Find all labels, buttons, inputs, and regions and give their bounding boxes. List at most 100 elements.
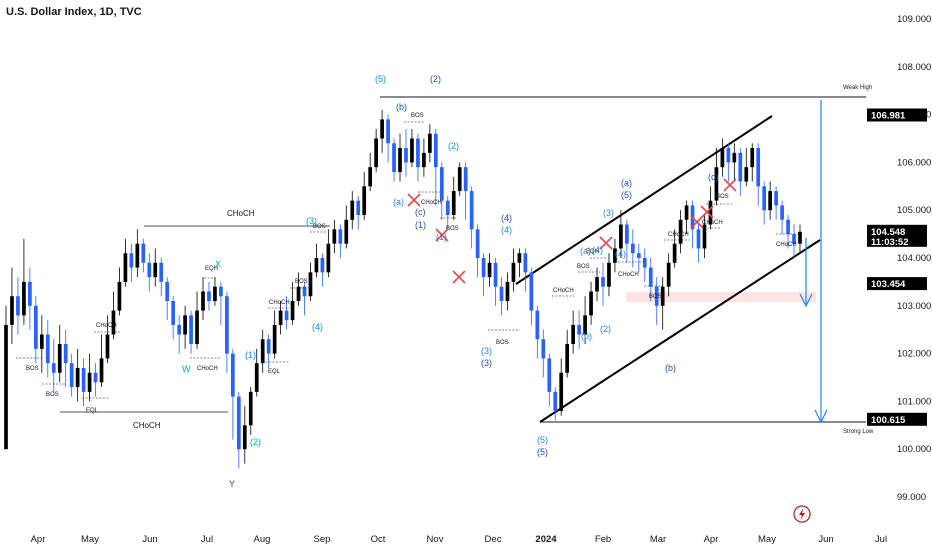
candle-body <box>774 191 778 206</box>
bos-label-7: BOS <box>496 340 509 346</box>
candle-body <box>135 243 140 268</box>
time-tick-label: Mar <box>650 534 666 545</box>
candle-body <box>750 148 755 168</box>
candle-body <box>475 229 480 258</box>
alert-icon[interactable] <box>793 505 811 523</box>
wave-5-top: (5) <box>375 74 386 84</box>
candle-body <box>386 119 390 144</box>
eql-label-2: EQL <box>268 369 281 375</box>
candle-body <box>654 286 659 306</box>
candle-body <box>254 363 259 392</box>
candle-body <box>284 310 289 321</box>
candle-body <box>344 219 349 244</box>
candle-body <box>541 339 546 359</box>
candle-body <box>123 253 128 282</box>
candle-body <box>356 200 361 215</box>
candle-body <box>601 277 605 287</box>
candle-body <box>445 200 450 215</box>
candle-body <box>39 334 44 349</box>
projection-arrows <box>799 100 828 424</box>
candle-body <box>22 281 26 316</box>
bos-label-9: BOS <box>649 294 662 300</box>
wave-5-low-a: (5) <box>537 435 548 445</box>
candle-body <box>511 262 516 282</box>
wave-a-feb: (a) <box>580 246 591 256</box>
channel-lower-line[interactable] <box>539 239 821 423</box>
wave-4-dec-b: (4) <box>501 225 512 235</box>
price-tick-label: 109.000 <box>897 14 931 25</box>
candle-body <box>678 219 683 244</box>
wave-a-top: (a) <box>621 178 632 188</box>
price-tick-label: 105.000 <box>897 205 931 216</box>
projection-long-arrow <box>814 409 828 424</box>
price-tag-value: 103.454 <box>871 279 906 290</box>
candle-body <box>433 133 438 168</box>
bos-label-4: BOS <box>313 224 326 230</box>
wave-c-1: (c) <box>415 207 426 217</box>
candle-body <box>499 286 504 302</box>
candle-body <box>278 310 283 325</box>
candle-body <box>117 281 122 311</box>
candle-body <box>571 324 575 345</box>
candle-body <box>207 291 211 302</box>
candle-body <box>16 296 20 316</box>
wave-4-mar: (4) <box>615 249 626 259</box>
price-tag-value: 100.615 <box>871 415 906 426</box>
candle-body <box>702 224 707 249</box>
price-tick-label: 108.000 <box>897 62 931 73</box>
candle-body <box>469 191 474 230</box>
time-axis[interactable]: Apr May Jun Jul Aug Sep Oct Nov Dec 2024 Feb Mar Apr… <box>31 534 887 545</box>
candle-body <box>505 281 510 302</box>
candle-body <box>792 234 796 244</box>
candle-body <box>63 344 68 364</box>
eqh-label-1: EQH <box>205 266 218 272</box>
candle-body <box>332 229 337 244</box>
candle-body <box>177 324 181 335</box>
candle-body <box>493 262 498 287</box>
wave-3-feb: (3) <box>603 208 614 218</box>
wave-2-feb: (2) <box>600 324 611 334</box>
wave-3-dec-b: (3) <box>481 358 492 368</box>
wave-labels: (5) (2) (b) (a) (c) (1) (2) (1) (4) (4) … <box>182 74 719 489</box>
choch-label-8: CHoCH <box>702 220 723 226</box>
time-tick-label: Jul <box>875 534 887 545</box>
time-tick-label: May <box>758 534 776 545</box>
candle-body <box>392 143 396 172</box>
bos-label-5: BOS <box>411 113 424 119</box>
time-tick-label: Sep <box>314 534 331 545</box>
candle-body <box>93 372 98 383</box>
candle-body <box>236 396 241 450</box>
candle-body <box>225 296 229 354</box>
cross-mark <box>723 178 737 192</box>
eql-label-1: EQL <box>86 408 99 414</box>
cross-mark <box>452 270 466 284</box>
candle-body <box>577 324 581 335</box>
wave-b-top: (b) <box>396 102 407 112</box>
candle-body <box>81 367 86 392</box>
channel-upper-line[interactable] <box>515 115 773 285</box>
strong-low-label: Strong Low <box>843 429 874 435</box>
time-tick-label: Oct <box>371 534 386 545</box>
candle-body <box>165 281 170 302</box>
candle-body <box>768 191 773 211</box>
candle-body <box>410 138 414 163</box>
time-tick-label: Jun <box>818 534 833 545</box>
candle-body <box>416 138 420 168</box>
candle-body <box>720 148 725 168</box>
candle-body <box>10 296 14 325</box>
candle-body <box>738 152 743 182</box>
candle-body <box>201 291 205 311</box>
candle-body <box>786 219 790 235</box>
bos-label-10: BOS <box>716 194 729 200</box>
wave-4-sep: (4) <box>312 322 323 332</box>
candle-body <box>762 186 767 211</box>
price-tick-label: 106.000 <box>897 157 931 168</box>
candle-body <box>219 286 223 297</box>
candle-body <box>213 286 217 302</box>
candle-body <box>57 344 62 373</box>
candle-body <box>248 391 253 426</box>
wave-1-jul: (1) <box>245 350 256 360</box>
candle-body <box>798 231 802 244</box>
